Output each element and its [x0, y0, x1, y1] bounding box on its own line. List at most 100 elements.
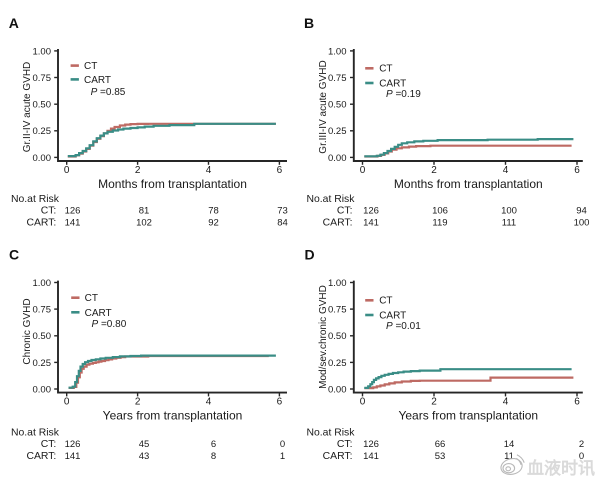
svg-text:No.at Risk: No.at Risk [307, 194, 356, 205]
svg-text:94: 94 [576, 206, 587, 217]
svg-text:0.25: 0.25 [328, 126, 347, 137]
svg-text:11: 11 [504, 451, 514, 462]
svg-text:0.50: 0.50 [328, 100, 347, 111]
svg-text:Chronic GVHD: Chronic GVHD [22, 298, 33, 364]
svg-text:CT:: CT: [41, 439, 57, 450]
svg-text:CART:: CART: [26, 217, 56, 228]
svg-text:1.00: 1.00 [33, 46, 52, 57]
svg-text:92: 92 [208, 217, 219, 228]
svg-text:0: 0 [579, 451, 584, 462]
svg-text:0.00: 0.00 [328, 384, 347, 395]
svg-text:119: 119 [432, 217, 447, 228]
svg-text:2: 2 [579, 439, 584, 450]
svg-text:102: 102 [136, 217, 152, 228]
svg-text:CART:: CART: [323, 217, 353, 228]
svg-text:CART:: CART: [26, 451, 56, 462]
svg-text:1: 1 [280, 451, 285, 462]
svg-text:Years from transplantation: Years from transplantation [103, 409, 243, 423]
svg-text:A: A [9, 15, 19, 31]
svg-text:D: D [305, 246, 315, 262]
svg-text:No.at Risk: No.at Risk [11, 194, 60, 205]
svg-text:P =0.80: P =0.80 [92, 319, 127, 330]
svg-text:0.50: 0.50 [33, 331, 52, 342]
svg-text:0: 0 [64, 397, 70, 408]
svg-text:126: 126 [65, 206, 81, 217]
svg-text:141: 141 [363, 451, 379, 462]
svg-text:Mod/sev.chronic GVHD: Mod/sev.chronic GVHD [318, 285, 329, 389]
svg-text:0.75: 0.75 [33, 305, 52, 316]
svg-text:No.at Risk: No.at Risk [11, 428, 60, 439]
svg-text:0: 0 [360, 165, 366, 176]
svg-text:CT: CT [379, 64, 392, 75]
svg-text:1.00: 1.00 [328, 46, 347, 57]
svg-text:CT:: CT: [41, 206, 57, 217]
svg-text:0.00: 0.00 [33, 384, 52, 395]
svg-text:B: B [304, 15, 314, 31]
svg-text:73: 73 [277, 206, 288, 217]
svg-text:0.00: 0.00 [33, 153, 52, 164]
svg-text:0: 0 [360, 397, 366, 408]
svg-text:Gr.III-IV acute GVHD: Gr.III-IV acute GVHD [318, 60, 329, 153]
svg-text:0.50: 0.50 [328, 331, 347, 342]
svg-text:4: 4 [206, 397, 212, 408]
svg-text:CT: CT [84, 61, 97, 72]
svg-text:0: 0 [280, 439, 285, 450]
svg-text:141: 141 [363, 217, 379, 228]
svg-text:0.50: 0.50 [33, 100, 52, 111]
svg-text:6: 6 [277, 165, 283, 176]
svg-text:106: 106 [432, 206, 448, 217]
svg-text:6: 6 [277, 397, 283, 408]
svg-text:CART: CART [379, 311, 406, 322]
svg-text:126: 126 [65, 439, 81, 450]
svg-text:100: 100 [574, 217, 590, 228]
svg-text:CT: CT [379, 296, 392, 307]
svg-text:84: 84 [277, 217, 288, 228]
svg-text:No.at Risk: No.at Risk [307, 428, 356, 439]
svg-text:4: 4 [206, 165, 212, 176]
svg-text:CT:: CT: [337, 206, 353, 217]
svg-text:CT:: CT: [337, 439, 353, 450]
svg-text:81: 81 [139, 206, 150, 217]
svg-text:78: 78 [208, 206, 219, 217]
svg-text:2: 2 [431, 165, 437, 176]
svg-text:0.25: 0.25 [33, 358, 52, 369]
svg-text:2: 2 [431, 397, 437, 408]
svg-text:CART:: CART: [323, 451, 353, 462]
svg-text:P =0.19: P =0.19 [386, 89, 421, 100]
svg-text:血液时讯: 血液时讯 [527, 458, 595, 478]
svg-text:CT: CT [85, 293, 98, 304]
svg-text:2: 2 [135, 397, 141, 408]
svg-text:0.25: 0.25 [328, 358, 347, 369]
svg-text:Months from transplantation: Months from transplantation [98, 177, 247, 191]
svg-text:0.75: 0.75 [328, 305, 347, 316]
svg-text:0.00: 0.00 [328, 153, 347, 164]
svg-text:Gr.II-IV acute GVHD: Gr.II-IV acute GVHD [22, 62, 33, 153]
svg-text:141: 141 [65, 451, 81, 462]
svg-text:P =0.01: P =0.01 [386, 321, 421, 332]
svg-text:0.75: 0.75 [328, 73, 347, 84]
svg-text:66: 66 [435, 439, 446, 450]
svg-text:2: 2 [135, 165, 141, 176]
svg-text:8: 8 [211, 451, 216, 462]
svg-text:6: 6 [574, 397, 580, 408]
svg-text:6: 6 [211, 439, 216, 450]
svg-text:4: 4 [503, 165, 509, 176]
svg-text:53: 53 [435, 451, 446, 462]
svg-text:Years from transplantation: Years from transplantation [398, 409, 538, 423]
svg-text:141: 141 [65, 217, 81, 228]
svg-text:43: 43 [139, 451, 150, 462]
svg-text:1.00: 1.00 [328, 278, 347, 289]
svg-text:CART: CART [85, 308, 112, 319]
svg-text:CART: CART [84, 75, 111, 86]
svg-text:14: 14 [504, 439, 515, 450]
svg-text:126: 126 [363, 206, 379, 217]
svg-text:P =0.85: P =0.85 [91, 87, 126, 98]
svg-text:CART: CART [379, 79, 406, 90]
svg-text:126: 126 [363, 439, 379, 450]
svg-text:4: 4 [503, 397, 509, 408]
svg-text:111: 111 [502, 217, 516, 228]
svg-text:45: 45 [139, 439, 150, 450]
svg-text:1.00: 1.00 [33, 278, 52, 289]
svg-text:0.75: 0.75 [33, 73, 52, 84]
svg-text:C: C [9, 246, 19, 262]
